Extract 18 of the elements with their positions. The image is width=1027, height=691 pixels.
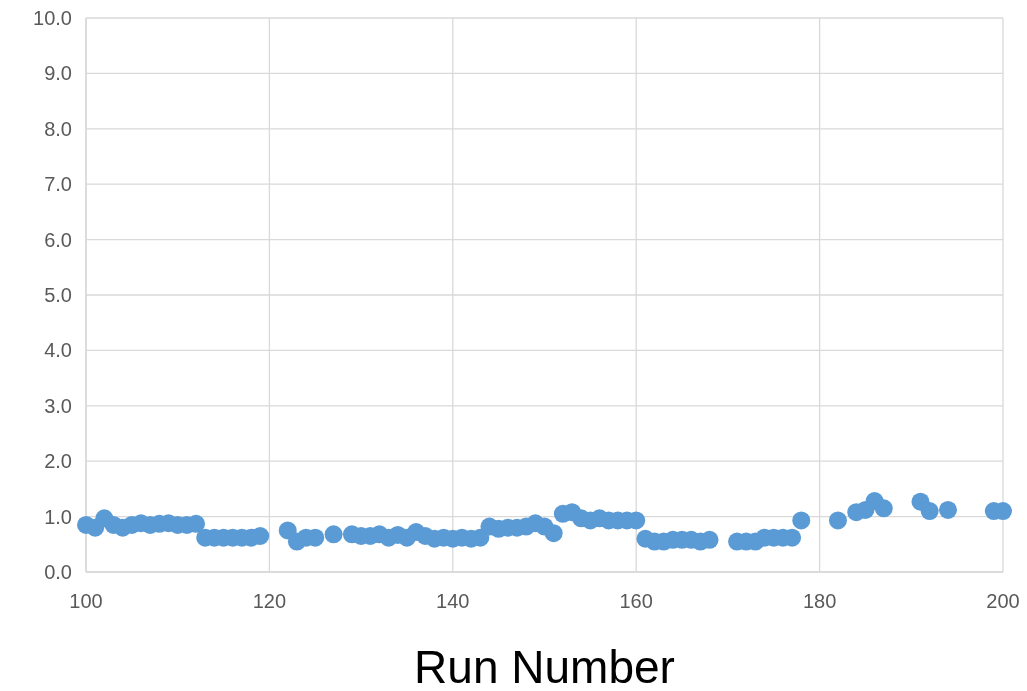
- y-tick-label: 5.0: [44, 284, 72, 306]
- x-tick-label: 120: [252, 590, 287, 612]
- y-tick-label: 4.0: [44, 339, 72, 362]
- y-tick-label: 6.0: [44, 228, 72, 251]
- x-tick-label: 100: [69, 590, 103, 612]
- x-axis-title: Run Number: [414, 641, 675, 691]
- y-tick-label: 1.0: [44, 505, 72, 528]
- y-tick-label: 8.0: [44, 117, 72, 140]
- y-tick-label: 2.0: [44, 450, 72, 473]
- x-tick-label: 140: [436, 590, 470, 612]
- y-tick-label: 7.0: [44, 173, 72, 196]
- x-tick-label: 200: [986, 590, 1020, 612]
- y-tick-label: 3.0: [44, 394, 72, 417]
- x-tick-label: 160: [619, 590, 653, 612]
- y-tick-label: 0.0: [44, 561, 72, 583]
- x-tick-label: 180: [802, 590, 837, 612]
- y-tick-label: 10.0: [33, 7, 72, 29]
- y-tick-label: 9.0: [44, 62, 72, 85]
